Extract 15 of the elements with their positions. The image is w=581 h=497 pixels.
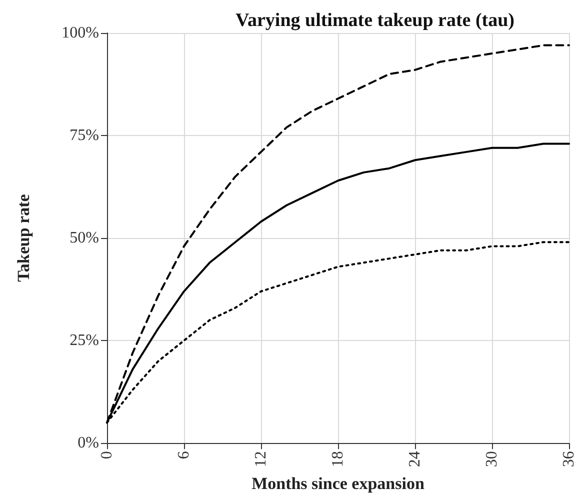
y-tick-label: 0% [78, 434, 99, 452]
x-tick-label: 0 [98, 451, 116, 460]
x-tick-label: 36 [560, 451, 578, 468]
y-tick-label: 50% [70, 230, 99, 247]
chart-title: Varying ultimate takeup rate (tau) [236, 10, 514, 31]
x-tick-label: 12 [252, 451, 270, 468]
x-axis-title: Months since expansion [252, 474, 425, 493]
x-tick-label: 30 [484, 451, 500, 468]
y-tick-label: 25% [70, 332, 99, 350]
y-axis-title: Takeup rate [14, 194, 33, 282]
x-tick-label: 24 [406, 451, 424, 468]
y-tick-label: 75% [70, 127, 99, 144]
x-tick-label: 6 [176, 451, 192, 460]
x-tick-label: 18 [330, 451, 346, 468]
y-tick-label: 100% [62, 24, 99, 42]
